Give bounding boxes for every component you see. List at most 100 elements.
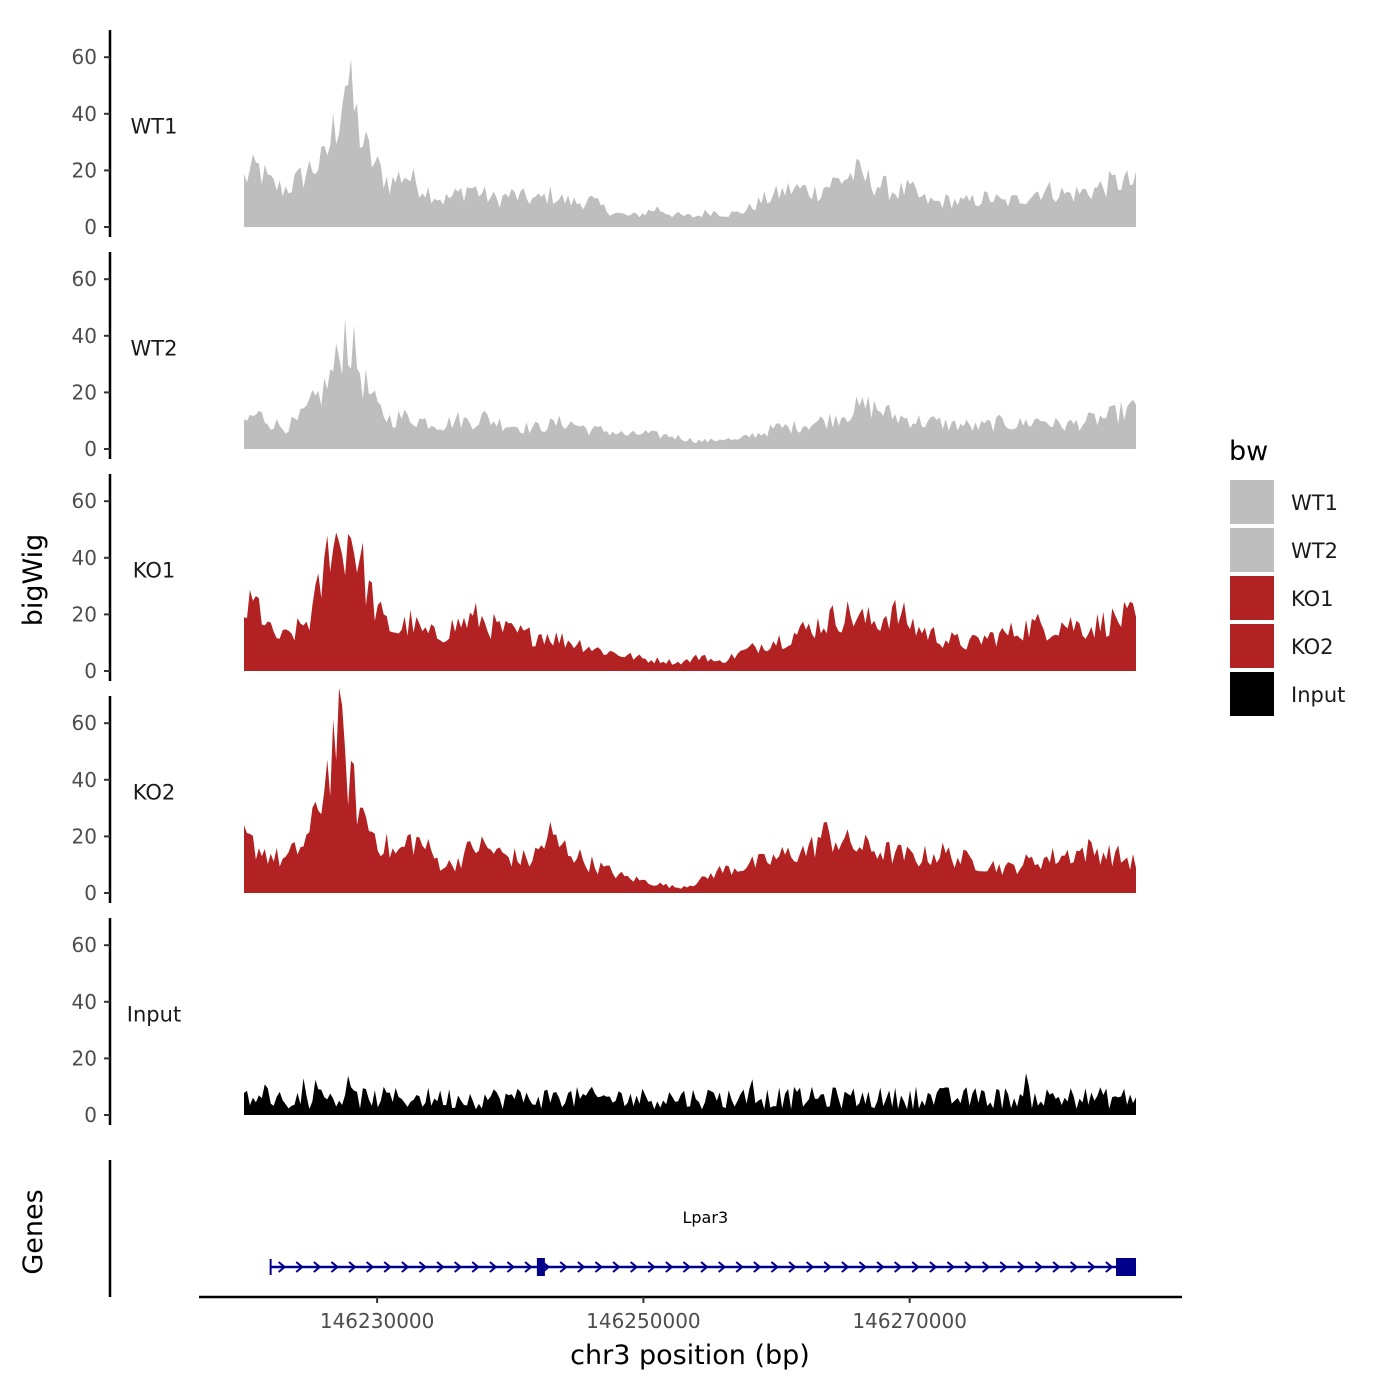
y-tick-label: 0 — [84, 659, 97, 683]
track-ko2: 0 20 40 60 KO2 — [72, 687, 1136, 905]
strand-arrow — [365, 1261, 375, 1273]
legend-swatch-input — [1230, 672, 1274, 716]
x-axis: 146230000 146250000 146270000 — [199, 1295, 1182, 1333]
strand-arrow — [1034, 1261, 1043, 1273]
coverage-area-wt2 — [244, 318, 1136, 449]
legend-swatch-ko2 — [1230, 624, 1274, 668]
track-label: WT1 — [131, 115, 178, 139]
strand-arrow — [805, 1261, 815, 1273]
strand-arrow — [911, 1261, 920, 1273]
gene-track: Lpar3 — [108, 1160, 1136, 1297]
legend-swatch-ko1 — [1230, 576, 1274, 620]
y-tick-label: 0 — [84, 437, 97, 461]
strand-arrow — [453, 1261, 463, 1273]
y-tick-label: 40 — [72, 768, 97, 792]
legend-swatch-wt2 — [1230, 528, 1274, 572]
legend-title: bw — [1229, 436, 1268, 467]
y-tick-label: 40 — [72, 546, 97, 570]
strand-arrow — [348, 1261, 357, 1273]
strand-arrow — [1105, 1261, 1114, 1273]
y-tick-label: 60 — [72, 489, 97, 513]
y-tick-label: 60 — [72, 267, 97, 291]
y-tick-label: 0 — [84, 881, 97, 905]
strand-arrow — [753, 1261, 762, 1273]
y-tick-label: 60 — [72, 711, 97, 735]
track-label: WT2 — [131, 337, 178, 361]
y-tick-label: 0 — [84, 1103, 97, 1127]
y-tick-label: 20 — [72, 1046, 97, 1070]
gene-exon — [1116, 1258, 1136, 1276]
coverage-area-ko1 — [244, 532, 1136, 671]
x-tick-label: 146270000 — [852, 1309, 967, 1333]
legend-label-wt1: WT1 — [1291, 491, 1338, 515]
y-tick-label: 40 — [72, 990, 97, 1014]
coverage-area-ko2 — [244, 687, 1136, 893]
strand-arrow — [506, 1261, 515, 1273]
coverage-tracks: 0 20 40 60 WT1 0 20 40 60 WT2 0 20 40 60 KO1 0 20 40 60 KO2… — [72, 30, 1136, 1127]
track-wt1: 0 20 40 60 WT1 — [72, 30, 1136, 239]
strand-arrow — [1052, 1261, 1061, 1273]
legend-label-ko1: KO1 — [1291, 587, 1334, 611]
strand-arrow — [876, 1261, 885, 1273]
strand-arrow — [1017, 1261, 1026, 1273]
track-input: 0 20 40 60 Input — [72, 918, 1136, 1127]
y-tick-label: 0 — [84, 215, 97, 239]
y-tick-label: 20 — [72, 158, 97, 182]
gene-exon — [536, 1258, 545, 1276]
legend-swatch-wt1 — [1230, 480, 1274, 524]
strand-arrow — [647, 1261, 656, 1273]
strand-arrow — [277, 1261, 287, 1273]
y-tick-label: 20 — [72, 380, 97, 404]
y-tick-label: 40 — [72, 324, 97, 348]
strand-arrow — [981, 1261, 991, 1273]
strand-arrow — [612, 1261, 621, 1273]
strand-arrow — [682, 1261, 691, 1273]
coverage-area-input — [244, 1073, 1136, 1115]
coverage-area-wt1 — [244, 58, 1136, 228]
strand-arrow — [964, 1261, 973, 1273]
strand-arrow — [594, 1261, 603, 1273]
strand-arrow — [313, 1261, 322, 1273]
legend-label-input: Input — [1291, 683, 1345, 707]
strand-arrow — [999, 1261, 1008, 1273]
y-axis-title: bigWig — [18, 534, 49, 627]
y-tick-label: 60 — [72, 933, 97, 957]
strand-arrow — [1087, 1261, 1096, 1273]
legend-label-ko2: KO2 — [1291, 635, 1334, 659]
y-tick-label: 20 — [72, 602, 97, 626]
strand-arrow — [788, 1261, 797, 1273]
strand-arrow — [841, 1261, 850, 1273]
track-wt2: 0 20 40 60 WT2 — [72, 252, 1136, 461]
strand-arrow — [559, 1261, 568, 1273]
strand-arrow — [823, 1261, 832, 1273]
x-tick-label: 146250000 — [586, 1309, 701, 1333]
strand-arrow — [524, 1261, 533, 1273]
strand-arrow — [418, 1261, 427, 1273]
x-axis-title: chr3 position (bp) — [570, 1340, 810, 1371]
strand-arrow — [717, 1261, 727, 1273]
track-label: KO2 — [133, 781, 176, 805]
strand-arrow — [700, 1261, 709, 1273]
x-tick-label: 146230000 — [320, 1309, 435, 1333]
y-tick-label: 20 — [72, 824, 97, 848]
strand-arrow — [946, 1261, 955, 1273]
strand-arrow — [489, 1261, 498, 1273]
strand-arrow — [858, 1261, 867, 1273]
strand-arrow — [770, 1261, 779, 1273]
gene-track-title: Genes — [18, 1189, 49, 1274]
strand-arrow — [665, 1261, 674, 1273]
legend: bw WT1 WT2 KO1 KO2 Input — [1229, 436, 1345, 716]
strand-arrow — [295, 1261, 304, 1273]
y-tick-label: 60 — [72, 45, 97, 69]
strand-arrow — [629, 1261, 639, 1273]
strand-arrow — [330, 1261, 339, 1273]
strand-arrow — [929, 1261, 938, 1273]
track-label: KO1 — [133, 559, 176, 583]
strand-arrow — [893, 1261, 903, 1273]
track-label: Input — [127, 1003, 181, 1027]
legend-label-wt2: WT2 — [1291, 539, 1338, 563]
strand-arrow — [471, 1261, 480, 1273]
strand-arrow — [1069, 1261, 1079, 1273]
